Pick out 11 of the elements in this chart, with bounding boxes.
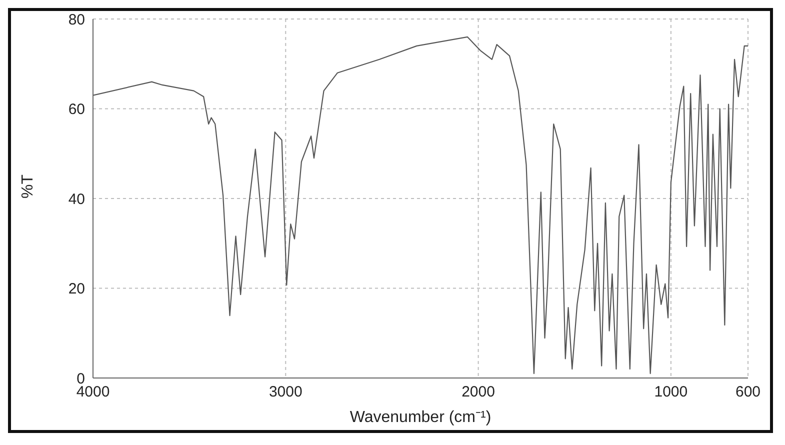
y-tick-label: 60 [68, 101, 85, 118]
x-tick-label: 600 [735, 384, 761, 401]
x-tick-label: 2000 [462, 384, 495, 401]
x-axis-title: Wavenumber (cm⁻¹) [350, 409, 492, 426]
x-tick-label: 1000 [654, 384, 688, 401]
y-axis-title: %T [20, 174, 37, 198]
y-tick-label: 20 [68, 280, 85, 298]
x-tick-label: 3000 [268, 384, 302, 401]
y-tick-label: 80 [68, 11, 85, 28]
line-series [93, 36, 748, 374]
y-tick-label: 40 [68, 190, 85, 208]
